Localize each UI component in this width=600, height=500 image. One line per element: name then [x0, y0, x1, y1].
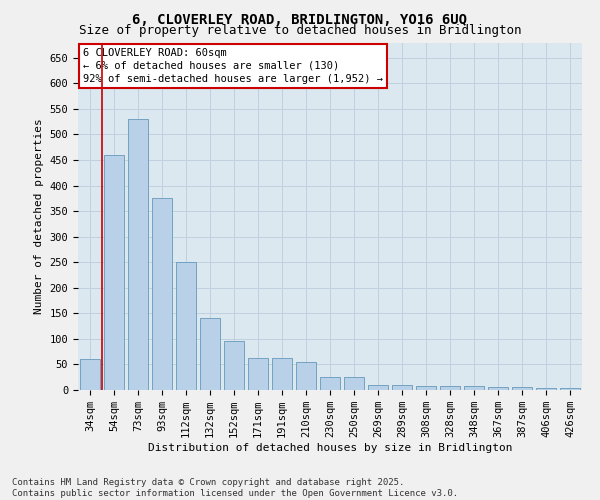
X-axis label: Distribution of detached houses by size in Bridlington: Distribution of detached houses by size … [148, 443, 512, 453]
Bar [536, 388, 556, 390]
Bar [104, 155, 124, 390]
Bar [296, 362, 316, 390]
Bar [392, 385, 412, 390]
Bar [272, 358, 292, 390]
Text: Size of property relative to detached houses in Bridlington: Size of property relative to detached ho… [79, 24, 521, 37]
Bar [80, 360, 100, 390]
Bar [488, 388, 508, 390]
Bar [344, 377, 364, 390]
Bar [248, 358, 268, 390]
Text: 6 CLOVERLEY ROAD: 60sqm
← 6% of detached houses are smaller (130)
92% of semi-de: 6 CLOVERLEY ROAD: 60sqm ← 6% of detached… [83, 48, 383, 84]
Text: Contains HM Land Registry data © Crown copyright and database right 2025.
Contai: Contains HM Land Registry data © Crown c… [12, 478, 458, 498]
Bar [464, 386, 484, 390]
Bar [176, 262, 196, 390]
Bar [200, 318, 220, 390]
Bar [416, 386, 436, 390]
Bar [152, 198, 172, 390]
Bar [128, 119, 148, 390]
Bar [368, 385, 388, 390]
Bar [440, 386, 460, 390]
Bar [224, 342, 244, 390]
Bar [320, 377, 340, 390]
Bar [560, 388, 580, 390]
Bar [512, 388, 532, 390]
Y-axis label: Number of detached properties: Number of detached properties [34, 118, 44, 314]
Text: 6, CLOVERLEY ROAD, BRIDLINGTON, YO16 6UQ: 6, CLOVERLEY ROAD, BRIDLINGTON, YO16 6UQ [133, 12, 467, 26]
